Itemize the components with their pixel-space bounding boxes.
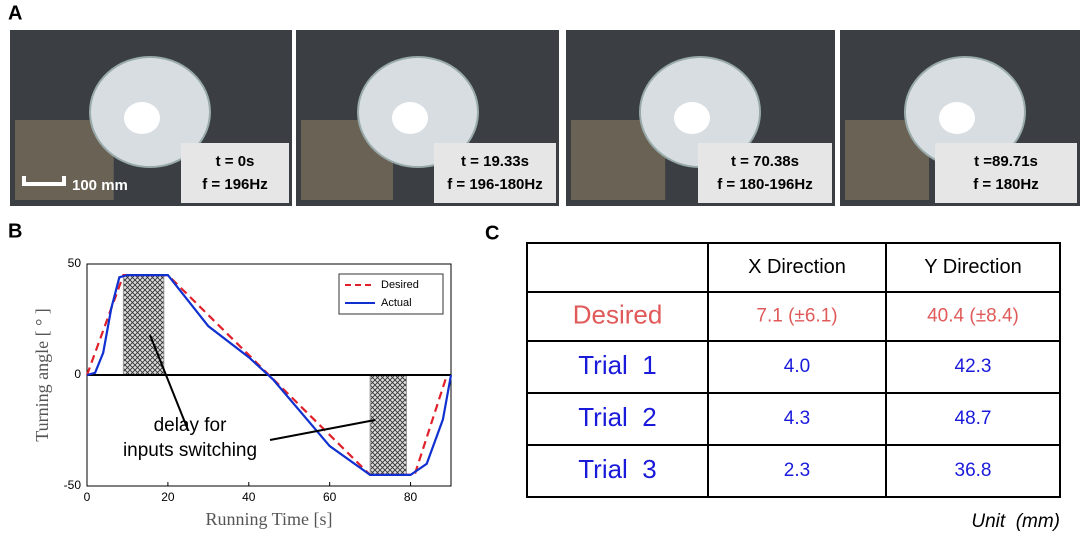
table-cell: 42.3	[955, 356, 992, 377]
table-cell: 48.7	[955, 408, 992, 429]
light	[674, 102, 710, 134]
annotation: delay for	[154, 415, 228, 436]
row-label: Trial 2	[578, 402, 657, 432]
delay-region	[122, 274, 165, 376]
y-tick-label: -50	[64, 478, 82, 492]
series-line	[86, 274, 453, 476]
legend-label: Desired	[381, 279, 419, 291]
arrow	[269, 419, 376, 441]
caption-time: t =89.71s	[974, 153, 1038, 170]
caption-freq: f = 180-196Hz	[717, 176, 812, 193]
table-header: X Direction	[748, 256, 846, 278]
light	[124, 102, 160, 134]
legend-box	[338, 273, 444, 315]
row-label: Trial 1	[578, 350, 657, 380]
table-cell: 7.1 (±6.1)	[756, 306, 837, 327]
table-header: Y Direction	[924, 256, 1021, 278]
x-axis-label: Running Time [s]	[205, 509, 332, 529]
light	[392, 102, 428, 134]
delay-region	[369, 374, 408, 476]
scale-bar	[22, 176, 66, 186]
annotation: inputs switching	[123, 440, 257, 461]
scale-bar-label: 100 mm	[72, 177, 128, 194]
caption-time: t = 0s	[216, 153, 255, 170]
caption-box	[181, 143, 289, 203]
table-cell: 2.3	[784, 460, 810, 481]
table-note: Unit (mm)	[971, 511, 1060, 532]
y-tick-label: 50	[68, 256, 82, 270]
x-tick-label: 0	[84, 490, 91, 504]
caption-box	[935, 143, 1077, 203]
caption-box	[434, 143, 556, 203]
panel-label: C	[485, 222, 499, 244]
caption-time: t = 19.33s	[461, 153, 529, 170]
x-tick-label: 60	[323, 490, 337, 504]
table-cell: 4.0	[784, 356, 810, 377]
table-cell: 36.8	[955, 460, 992, 481]
table-cell: 4.3	[784, 408, 810, 429]
caption-freq: f = 180Hz	[973, 176, 1038, 193]
panel-label: A	[8, 2, 22, 24]
x-tick-label: 80	[404, 490, 418, 504]
table-cell: 40.4 (±8.4)	[927, 306, 1019, 327]
x-tick-label: 20	[161, 490, 175, 504]
arrow	[149, 334, 189, 431]
light	[939, 102, 975, 134]
y-tick-label: 0	[74, 367, 81, 381]
caption-freq: f = 196Hz	[202, 176, 267, 193]
legend-label: Actual	[381, 297, 412, 309]
panel-label: B	[8, 220, 22, 242]
caption-freq: f = 196-180Hz	[447, 176, 542, 193]
caption-box	[698, 143, 832, 203]
caption-time: t = 70.38s	[731, 153, 799, 170]
row-label: Desired	[573, 299, 663, 329]
table-frame	[526, 242, 1061, 498]
y-axis-label: Turning angle [ ° ]	[32, 308, 52, 442]
row-label: Trial 3	[578, 454, 657, 484]
x-tick-label: 40	[242, 490, 256, 504]
